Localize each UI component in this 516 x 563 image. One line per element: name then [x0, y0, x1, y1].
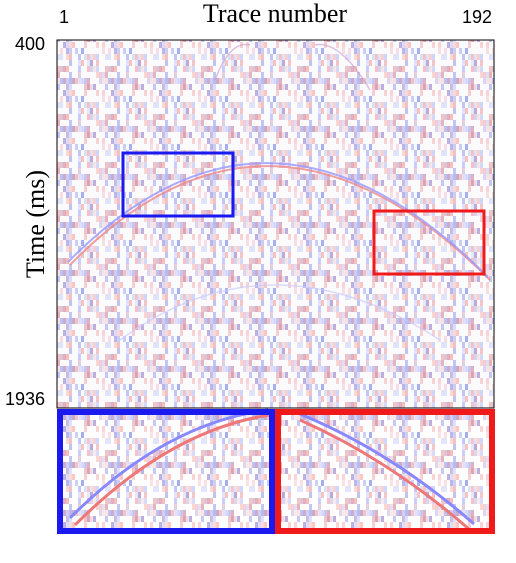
y-tick-label: 1936 — [5, 389, 45, 409]
x-tick-label: 1 — [59, 7, 69, 27]
section-noise — [57, 40, 494, 408]
y-tick-label: 400 — [15, 34, 45, 54]
zoom-event-blue2 — [299, 412, 475, 526]
diffraction-right — [314, 43, 371, 91]
zoom-panel-blue-bg — [60, 412, 272, 531]
chart-title: Trace number — [203, 0, 348, 28]
zoom-panel-blue — [57, 409, 275, 534]
weak-event — [119, 284, 441, 341]
x-tick-label: 192 — [462, 7, 492, 27]
diffraction-left — [214, 43, 251, 81]
y-axis-label: Time (ms) — [21, 170, 50, 278]
zoom-event-red — [73, 413, 271, 527]
plot-frame — [56, 39, 495, 409]
zoom-box-red — [372, 209, 486, 276]
zoom-box-blue — [121, 151, 235, 218]
zoom-panel-red-bg — [278, 412, 492, 531]
zoom-event-red2 — [299, 418, 471, 532]
zoom-panel-red — [275, 409, 495, 534]
